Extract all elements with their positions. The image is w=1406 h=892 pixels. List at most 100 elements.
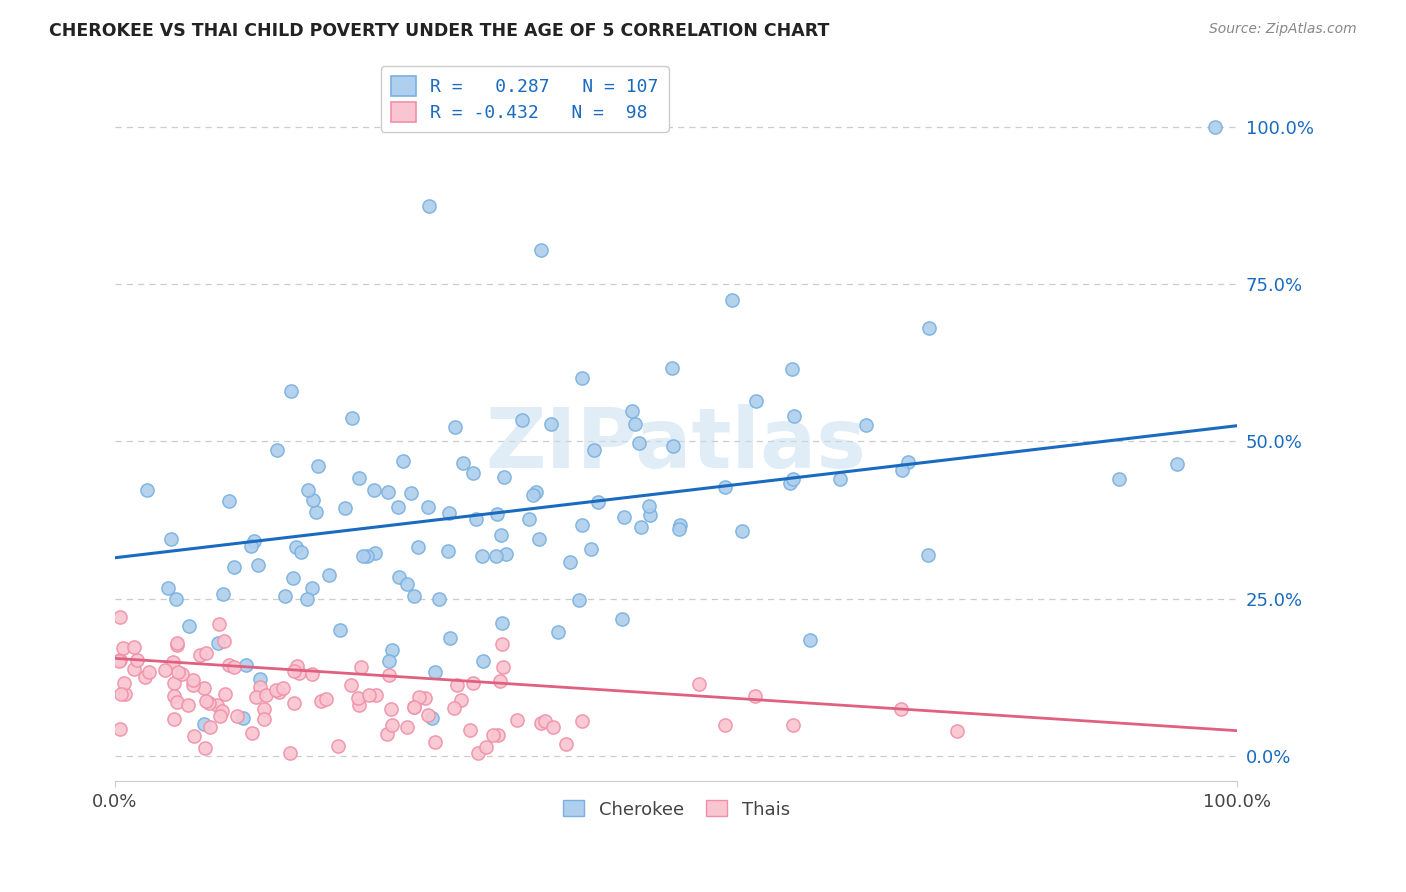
Point	[568, 592, 591, 607]
Point	[583, 443, 606, 458]
Point	[285, 658, 308, 673]
Point	[451, 456, 474, 470]
Point	[315, 692, 337, 706]
Point	[579, 542, 602, 557]
Point	[193, 681, 215, 696]
Point	[340, 678, 363, 692]
Point	[918, 321, 941, 335]
Point	[534, 714, 557, 728]
Point	[571, 517, 593, 532]
Point	[731, 524, 754, 538]
Point	[127, 653, 149, 667]
Point	[627, 436, 650, 450]
Point	[224, 560, 246, 574]
Point	[309, 693, 332, 707]
Point	[162, 655, 184, 669]
Point	[177, 698, 200, 713]
Text: ZIPatlas: ZIPatlas	[485, 403, 866, 484]
Point	[406, 540, 429, 554]
Point	[495, 547, 517, 561]
Point	[460, 723, 482, 738]
Point	[461, 676, 484, 690]
Point	[422, 711, 444, 725]
Point	[281, 571, 304, 585]
Point	[363, 483, 385, 497]
Point	[945, 723, 967, 738]
Point	[744, 689, 766, 703]
Point	[855, 418, 877, 433]
Point	[519, 512, 541, 526]
Point	[155, 663, 177, 677]
Point	[380, 718, 402, 732]
Point	[240, 539, 263, 553]
Point	[166, 636, 188, 650]
Point	[443, 701, 465, 715]
Point	[218, 657, 240, 672]
Point	[491, 637, 513, 651]
Point	[283, 697, 305, 711]
Point	[183, 729, 205, 743]
Point	[110, 610, 132, 624]
Point	[266, 442, 288, 457]
Point	[111, 641, 134, 656]
Point	[211, 587, 233, 601]
Point	[108, 722, 131, 736]
Point	[638, 500, 661, 514]
Point	[198, 696, 221, 710]
Point	[392, 454, 415, 468]
Point	[195, 694, 218, 708]
Point	[357, 688, 380, 702]
Point	[891, 462, 914, 476]
Point	[782, 718, 804, 732]
Point	[471, 549, 494, 564]
Point	[378, 667, 401, 681]
Point	[467, 746, 489, 760]
Point	[571, 714, 593, 728]
Point	[423, 665, 446, 679]
Point	[571, 370, 593, 384]
Point	[274, 589, 297, 603]
Point	[744, 393, 766, 408]
Point	[326, 739, 349, 754]
Point	[494, 470, 516, 484]
Point	[783, 409, 806, 424]
Point	[211, 705, 233, 719]
Point	[172, 666, 194, 681]
Point	[347, 471, 370, 485]
Point	[253, 702, 276, 716]
Point	[489, 528, 512, 542]
Point	[446, 678, 468, 692]
Point	[714, 480, 737, 494]
Point	[304, 505, 326, 519]
Point	[249, 673, 271, 687]
Point	[668, 517, 690, 532]
Point	[198, 720, 221, 734]
Point	[610, 612, 633, 626]
Point	[388, 570, 411, 584]
Point	[713, 717, 735, 731]
Point	[427, 592, 450, 607]
Point	[780, 362, 803, 376]
Point	[301, 667, 323, 681]
Point	[214, 634, 236, 648]
Point	[586, 495, 609, 509]
Point	[209, 708, 232, 723]
Point	[163, 712, 186, 726]
Point	[110, 688, 132, 702]
Point	[482, 728, 505, 742]
Point	[782, 472, 804, 486]
Point	[395, 577, 418, 591]
Point	[188, 648, 211, 662]
Point	[301, 581, 323, 595]
Point	[136, 483, 159, 497]
Point	[163, 676, 186, 690]
Point	[246, 558, 269, 572]
Point	[890, 701, 912, 715]
Point	[540, 417, 562, 432]
Point	[613, 510, 636, 524]
Point	[897, 455, 920, 469]
Point	[799, 633, 821, 648]
Point	[194, 741, 217, 756]
Point	[183, 678, 205, 692]
Point	[112, 675, 135, 690]
